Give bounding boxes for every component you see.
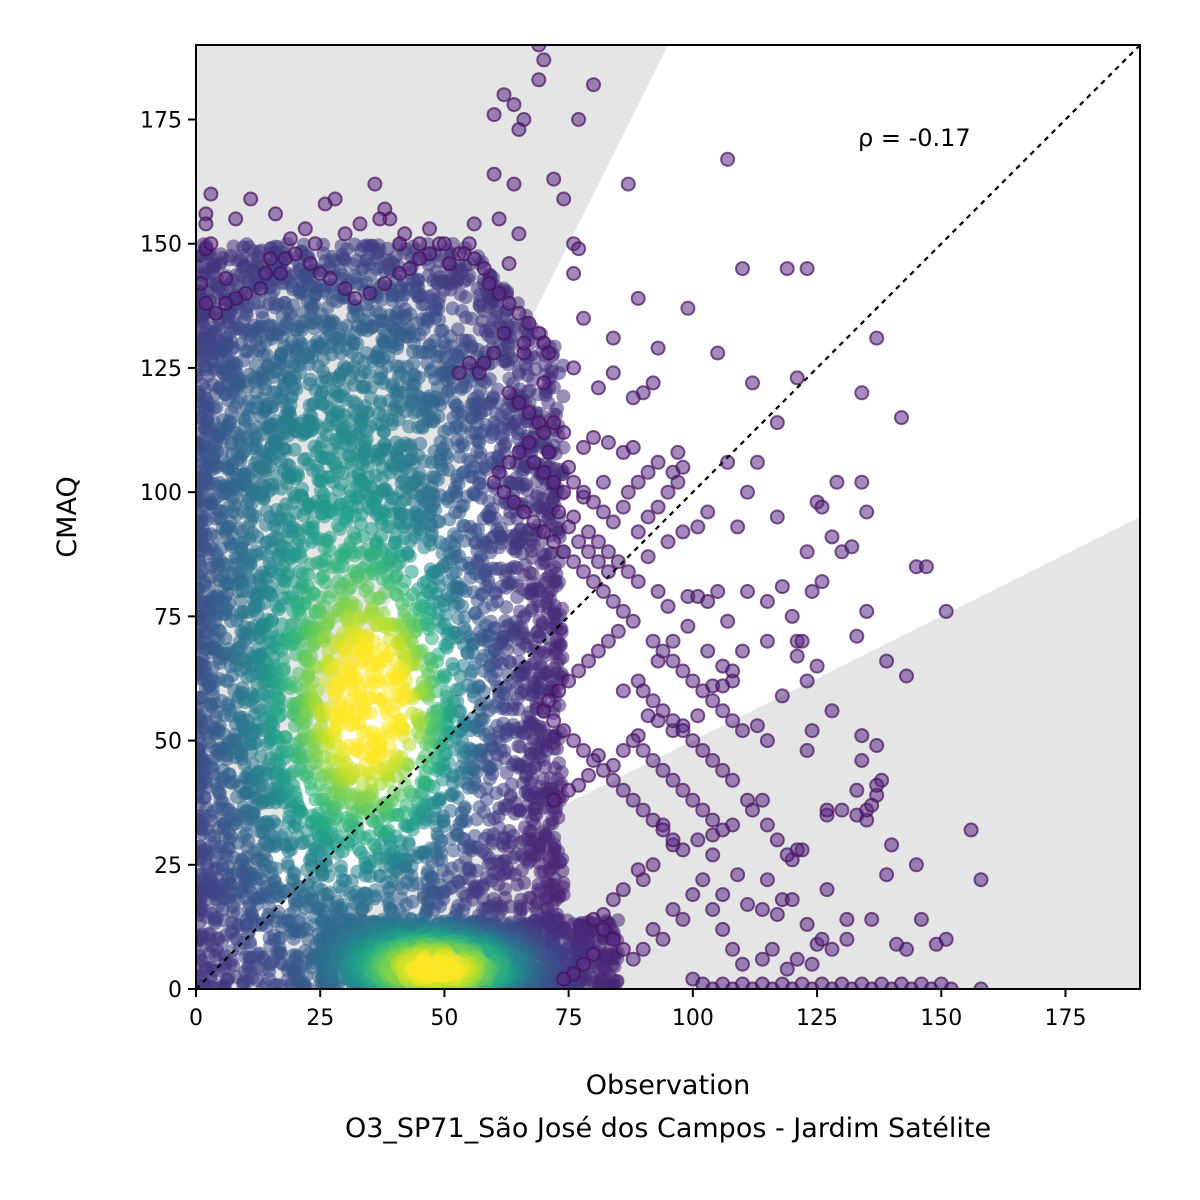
density-point bbox=[450, 610, 465, 625]
density-point bbox=[266, 369, 281, 384]
density-point bbox=[452, 449, 467, 464]
density-point bbox=[498, 614, 513, 628]
density-point bbox=[270, 904, 285, 919]
density-point bbox=[374, 292, 389, 307]
density-point bbox=[447, 395, 462, 410]
density-point bbox=[415, 297, 430, 312]
density-point bbox=[376, 376, 391, 391]
density-point bbox=[463, 570, 478, 585]
density-point bbox=[236, 353, 251, 368]
density-point bbox=[402, 419, 417, 434]
density-point bbox=[556, 389, 571, 404]
density-point bbox=[435, 546, 450, 561]
density-point bbox=[436, 863, 451, 878]
density-point bbox=[248, 509, 263, 524]
density-point bbox=[295, 912, 310, 927]
density-point bbox=[502, 371, 517, 386]
density-point bbox=[423, 364, 438, 379]
density-point bbox=[248, 735, 263, 750]
density-point bbox=[446, 410, 461, 425]
density-point bbox=[538, 572, 553, 587]
density-point bbox=[265, 588, 280, 603]
density-point bbox=[532, 613, 547, 628]
density-point bbox=[445, 301, 460, 316]
density-point bbox=[218, 631, 233, 646]
density-point bbox=[397, 818, 412, 833]
density-point bbox=[417, 540, 432, 555]
density-point bbox=[454, 805, 469, 820]
density-point bbox=[269, 818, 284, 833]
density-point bbox=[470, 444, 485, 459]
density-point bbox=[458, 310, 473, 325]
density-point bbox=[416, 887, 431, 902]
density-point bbox=[472, 322, 487, 337]
density-point bbox=[332, 522, 347, 536]
density-point bbox=[287, 442, 302, 457]
density-point bbox=[518, 820, 532, 834]
density-point bbox=[499, 765, 514, 780]
density-point bbox=[446, 843, 461, 858]
density-point bbox=[427, 444, 442, 459]
density-point bbox=[472, 800, 487, 815]
density-point bbox=[445, 657, 460, 671]
density-point bbox=[368, 883, 383, 898]
density-point bbox=[269, 861, 284, 876]
density-point bbox=[510, 590, 525, 605]
density-point bbox=[405, 344, 420, 359]
density-point bbox=[348, 885, 363, 900]
density-point bbox=[325, 506, 340, 521]
density-point bbox=[273, 931, 288, 946]
density-point bbox=[456, 886, 471, 901]
density-point bbox=[276, 580, 291, 595]
density-point bbox=[464, 397, 479, 412]
density-point bbox=[280, 856, 295, 871]
density-point bbox=[476, 511, 491, 526]
density-point bbox=[291, 468, 306, 483]
density-point bbox=[387, 401, 401, 416]
density-point bbox=[304, 423, 319, 438]
density-point bbox=[516, 776, 530, 791]
density-point bbox=[501, 668, 516, 682]
density-point bbox=[473, 299, 488, 314]
density-point bbox=[209, 400, 224, 415]
density-point bbox=[456, 518, 471, 533]
density-point bbox=[512, 642, 527, 657]
density-point bbox=[404, 564, 419, 579]
density-layer bbox=[196, 236, 625, 989]
density-point bbox=[333, 859, 348, 874]
density-point bbox=[520, 710, 535, 725]
density-point bbox=[330, 829, 345, 844]
density-point bbox=[286, 778, 301, 793]
density-point bbox=[385, 293, 400, 308]
density-point bbox=[295, 322, 310, 337]
density-point bbox=[469, 812, 484, 827]
density-point bbox=[222, 596, 237, 611]
density-point bbox=[272, 691, 287, 706]
density-point bbox=[511, 739, 526, 753]
density-point bbox=[376, 264, 391, 279]
density-point bbox=[340, 455, 355, 470]
density-point bbox=[502, 511, 517, 526]
